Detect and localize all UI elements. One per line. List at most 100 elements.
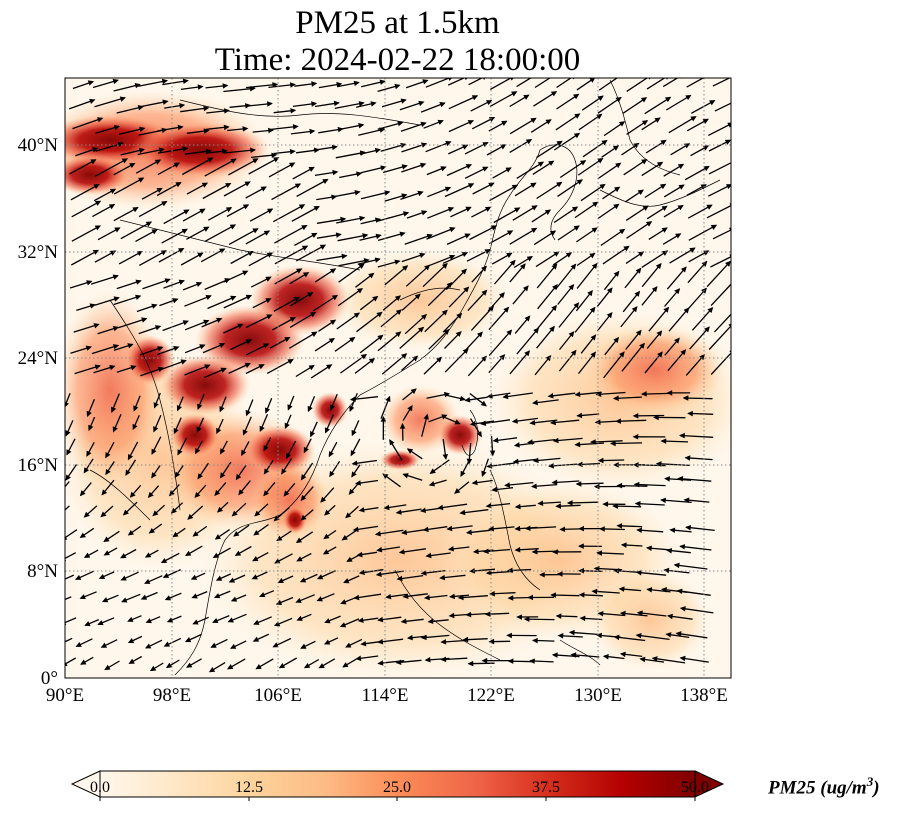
wind-arrowhead [376, 546, 383, 553]
wind-arrowhead [537, 500, 544, 506]
wind-arrowhead [661, 205, 668, 212]
wind-arrowhead [94, 200, 102, 206]
wind-vector [72, 117, 103, 130]
wind-arrowhead [726, 184, 731, 190]
wind-arrowhead [223, 124, 230, 131]
wind-arrowhead [551, 479, 558, 486]
wind-vector [377, 212, 409, 222]
wind-arrowhead [125, 469, 131, 476]
wind-vector [634, 483, 666, 487]
wind-arrowhead [174, 471, 181, 478]
wind-arrowhead [593, 483, 600, 490]
wind-arrowhead [635, 570, 642, 576]
wind-arrowhead [351, 471, 357, 478]
wind-arrowhead [252, 228, 259, 234]
wind-arrowhead [465, 206, 472, 212]
wind-arrowhead [273, 515, 280, 522]
wind-arrowhead [197, 403, 203, 410]
wind-arrowhead [618, 586, 625, 592]
wind-arrowhead [446, 281, 453, 289]
wind-arrowhead [84, 621, 91, 627]
wind-arrowhead [119, 96, 126, 102]
colorbar-tick-label: 37.5 [532, 779, 560, 796]
wind-arrowhead [526, 255, 533, 262]
wind-arrowhead [645, 221, 653, 227]
wind-vector [248, 157, 279, 175]
wind-arrowhead [329, 268, 337, 274]
wind-arrowhead [395, 659, 402, 666]
wind-vector [637, 611, 667, 617]
wind-arrowhead [506, 230, 514, 236]
wind-arrowhead [94, 225, 102, 231]
wind-arrowhead [138, 177, 145, 183]
wind-vector [65, 596, 72, 601]
wind-arrowhead [467, 183, 475, 189]
pm25-field [65, 78, 731, 678]
wind-arrowhead [618, 121, 626, 127]
wind-arrowhead [616, 482, 623, 489]
wind-arrowhead [593, 565, 600, 572]
wind-arrowhead [613, 634, 620, 641]
wind-vector [337, 288, 363, 307]
wind-arrowhead [469, 421, 476, 427]
wind-arrowhead [677, 163, 685, 170]
wind-vector [426, 227, 455, 240]
wind-arrowhead [421, 210, 428, 216]
wind-vector [337, 234, 368, 242]
wind-arrowhead [258, 364, 265, 370]
wind-arrowhead [420, 570, 427, 576]
wind-arrowhead [597, 95, 604, 102]
wind-arrowhead [679, 544, 686, 550]
wind-vector [444, 348, 469, 373]
wind-vector [536, 263, 558, 289]
wind-arrowhead [423, 594, 430, 601]
wind-arrowhead [79, 594, 86, 600]
wind-arrowhead [177, 449, 183, 456]
wind-arrowhead [457, 594, 464, 601]
wind-arrowhead [135, 294, 142, 301]
wind-vector [381, 353, 407, 375]
wind-arrowhead [357, 617, 364, 624]
wind-vector [448, 95, 478, 110]
wind-vector [680, 434, 714, 438]
wind-arrowhead [302, 272, 310, 278]
wind-arrowhead [619, 228, 626, 235]
wind-arrowhead [151, 303, 158, 309]
colorbar-title: PM25 (ug/m3) [768, 774, 880, 799]
wind-arrowhead [355, 655, 362, 662]
wind-arrowhead [272, 82, 279, 88]
wind-arrowhead [481, 470, 487, 477]
wind-arrowhead [65, 402, 69, 408]
wind-vector [70, 249, 99, 266]
wind-arrowhead [687, 410, 693, 417]
wind-arrowhead [574, 391, 581, 398]
gridlines [65, 78, 731, 678]
wind-vector [138, 100, 168, 108]
wind-arrowhead [108, 204, 116, 210]
wind-arrowhead [417, 190, 424, 197]
wind-arrowhead [706, 204, 713, 210]
wind-vector [245, 83, 278, 89]
wind-arrowhead [462, 636, 469, 643]
wind-vector [157, 147, 188, 154]
wind-arrowhead [349, 405, 355, 412]
wind-arrowhead [634, 290, 641, 297]
wind-arrowhead [506, 252, 513, 258]
wind-vector [680, 607, 714, 614]
wind-arrowhead [216, 506, 223, 513]
wind-vector [668, 307, 690, 332]
wind-arrowhead [455, 330, 462, 337]
wind-vector [688, 224, 717, 241]
wind-arrowhead [253, 619, 260, 625]
wind-arrowhead [485, 502, 492, 509]
wind-arrowhead [331, 144, 338, 151]
wind-vector [138, 250, 167, 266]
wind-vector [399, 327, 424, 349]
wind-arrowhead [666, 613, 673, 620]
wind-arrowhead [636, 610, 643, 616]
wind-arrowhead [197, 84, 204, 90]
wind-arrowhead [324, 618, 331, 624]
wind-vector [614, 636, 646, 642]
wind-arrowhead [548, 463, 554, 469]
wind-arrowhead [277, 577, 284, 584]
